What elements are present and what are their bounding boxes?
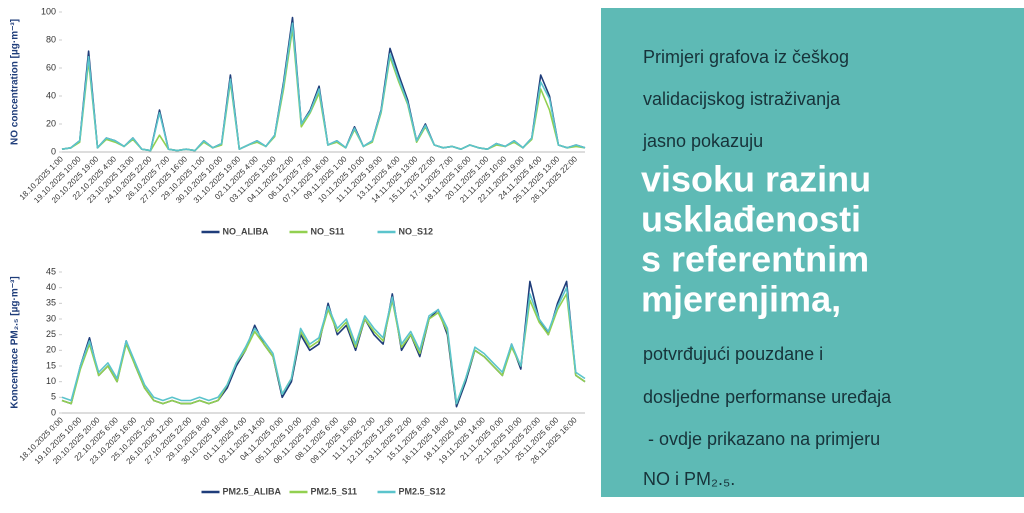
legend-label: PM2.5_S11 (311, 486, 358, 496)
outro-line: dosljedne performanse uređaja (643, 387, 892, 407)
intro-line: validacijskog istraživanja (643, 89, 841, 109)
legend-label: NO_S12 (399, 226, 434, 236)
text-panel (601, 8, 1024, 497)
y-tick-label: 45 (46, 266, 56, 276)
legend-label: NO_ALIBA (223, 226, 270, 236)
outro-line: potvrđujući pouzdane i (643, 344, 823, 364)
series-line (61, 22, 586, 152)
series-line (61, 293, 586, 405)
series-line (61, 16, 586, 152)
series-line (61, 280, 586, 408)
y-axis-label: NO concentration [µg·m⁻³] (10, 19, 21, 145)
y-tick-label: 20 (46, 345, 56, 355)
intro-line: Primjeri grafova iz češkog (643, 47, 849, 67)
y-tick-label: 100 (41, 6, 56, 16)
y-tick-label: 10 (46, 376, 56, 386)
y-tick-label: 40 (46, 90, 56, 100)
series-line (61, 286, 586, 405)
legend-label: PM2.5_S12 (399, 486, 446, 496)
highlight-line: usklađenosti (641, 199, 861, 240)
y-tick-label: 60 (46, 62, 56, 72)
highlight-line: visoku razinu (641, 159, 871, 200)
y-tick-label: 30 (46, 313, 56, 323)
legend-label: NO_S11 (311, 226, 345, 236)
y-tick-label: 0 (51, 146, 56, 156)
legend-label: PM2.5_ALIBA (223, 486, 282, 496)
y-tick-label: 15 (46, 360, 56, 370)
highlight-line: s referentnim (641, 239, 869, 280)
y-tick-label: 40 (46, 282, 56, 292)
y-tick-label: 0 (51, 407, 56, 417)
series-line (61, 28, 586, 152)
y-tick-label: 5 (51, 392, 56, 402)
outro-line: NO i PM₂.₅. (643, 469, 735, 489)
y-tick-label: 35 (46, 298, 56, 308)
y-tick-label: 20 (46, 118, 56, 128)
highlight-line: mjerenjima, (641, 279, 841, 320)
outro-line: - ovdje prikazano na primjeru (643, 429, 880, 449)
y-tick-label: 80 (46, 34, 56, 44)
intro-line: jasno pokazuju (642, 131, 763, 151)
y-axis-label: Koncentrace PM₂.₅ [µg·m⁻³] (10, 276, 21, 408)
y-tick-label: 25 (46, 329, 56, 339)
